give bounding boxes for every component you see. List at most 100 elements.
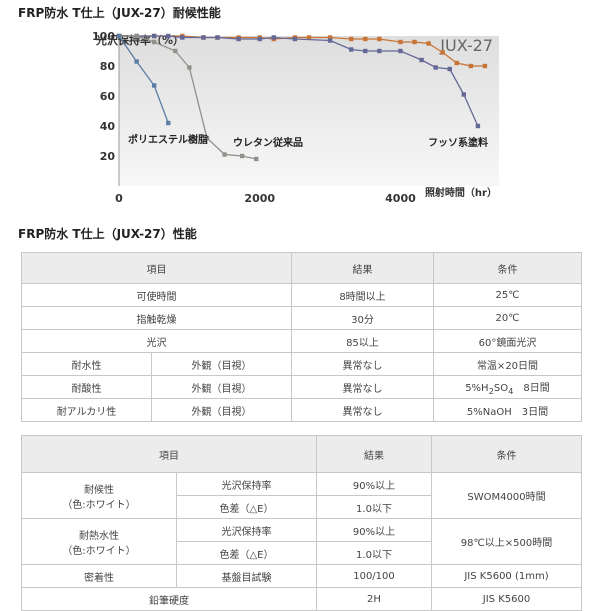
data-point bbox=[151, 83, 157, 88]
data-point bbox=[363, 48, 368, 54]
series-label-urethane: ウレタン従来品 bbox=[233, 136, 303, 149]
data-point bbox=[377, 36, 382, 42]
row-item: 鉛筆硬度 bbox=[21, 587, 317, 611]
weather-heading: FRP防水 T仕上（JUX-27）耐候性能 bbox=[18, 6, 221, 20]
data-point bbox=[222, 152, 227, 157]
header-item: 項目 bbox=[21, 435, 317, 473]
data-point bbox=[134, 33, 139, 39]
row-condition: 25℃ bbox=[433, 283, 582, 307]
data-point bbox=[166, 33, 171, 39]
row-subitem: 光沢保持率 bbox=[176, 518, 317, 542]
data-point bbox=[180, 35, 185, 40]
data-point bbox=[257, 36, 262, 42]
row-subitem: 外観（目視） bbox=[151, 352, 292, 376]
data-point bbox=[134, 59, 139, 64]
table-row: 密着性 基盤目試験 100/100 JIS K5600 (1mm) bbox=[21, 564, 582, 588]
table-row: 鉛筆硬度 2H JIS K5600 bbox=[21, 587, 582, 611]
series-label-fluoro: フッソ系塗料 bbox=[428, 136, 488, 149]
data-point bbox=[412, 39, 417, 45]
performance-heading: FRP防水 T仕上（JUX-27）性能 bbox=[18, 227, 197, 241]
data-point bbox=[215, 35, 220, 40]
data-point bbox=[327, 38, 333, 43]
row-item: 耐水性 bbox=[21, 352, 152, 376]
item-line: 耐熱水性 bbox=[79, 530, 119, 542]
data-point bbox=[440, 50, 445, 55]
row-condition: SWOM4000時間 bbox=[431, 472, 582, 519]
x-axis-label: 照射時間（hr） bbox=[425, 186, 497, 199]
x-tick-label: 4000 bbox=[385, 192, 416, 205]
row-item: 密着性 bbox=[21, 564, 177, 588]
item-line: （色:ホワイト） bbox=[62, 499, 136, 511]
cond-mid: SO bbox=[493, 382, 509, 394]
table-header-row: 項目 結果 条件 bbox=[21, 252, 582, 284]
data-point bbox=[349, 36, 354, 42]
row-subitem: 光沢保持率 bbox=[176, 472, 317, 496]
data-point bbox=[454, 60, 459, 66]
cond-sub1: 2 bbox=[488, 385, 494, 396]
row-item: 耐アルカリ性 bbox=[21, 398, 152, 422]
row-result: 異常なし bbox=[291, 352, 434, 376]
series-label-polyester: ポリエステル樹脂 bbox=[128, 133, 208, 146]
data-point bbox=[292, 36, 298, 42]
row-result: 異常なし bbox=[291, 375, 434, 399]
data-point bbox=[398, 48, 403, 54]
table-row: 耐アルカリ性 外観（目視） 異常なし 5%NaOH 3日間 bbox=[21, 398, 582, 422]
row-subitem: 色差（△E） bbox=[176, 541, 317, 565]
row-item: 指触乾燥 bbox=[21, 306, 292, 330]
header-result: 結果 bbox=[291, 252, 434, 284]
row-result: 90%以上 bbox=[316, 472, 432, 496]
row-result: 1.0以下 bbox=[316, 541, 432, 565]
row-subitem: 基盤目試験 bbox=[176, 564, 317, 588]
row-condition: JIS K5600 bbox=[431, 587, 582, 611]
header-result: 結果 bbox=[316, 435, 432, 473]
header-condition: 条件 bbox=[433, 252, 582, 284]
table-header-row: 項目 結果 条件 bbox=[21, 435, 582, 473]
cond-pre: 5%H bbox=[465, 382, 489, 394]
data-point bbox=[468, 63, 474, 69]
row-condition: 98℃以上×500時間 bbox=[431, 518, 582, 565]
row-result: 8時間以上 bbox=[291, 283, 434, 307]
y-tick-label: 60 bbox=[100, 90, 116, 103]
cond-post: 8日間 bbox=[513, 382, 550, 394]
data-point bbox=[363, 36, 368, 42]
performance-table-2: 項目 結果 条件 耐候性 （色:ホワイト） 光沢保持率 90%以上 SWOM400… bbox=[21, 435, 582, 611]
data-point bbox=[236, 36, 241, 42]
row-item: 可使時間 bbox=[21, 283, 292, 307]
data-point bbox=[166, 120, 171, 126]
y-tick-label: 20 bbox=[100, 150, 116, 163]
plot-background bbox=[119, 36, 499, 186]
data-point bbox=[433, 65, 438, 70]
row-condition: JIS K5600 (1mm) bbox=[431, 564, 582, 588]
row-result: 100/100 bbox=[316, 564, 432, 588]
item-line: （色:ホワイト） bbox=[62, 545, 136, 557]
table-row: 色差（△E） 1.0以下 bbox=[22, 541, 582, 565]
data-point bbox=[398, 39, 403, 45]
table-row: 耐水性 外観（目視） 異常なし 常温×20日間 bbox=[21, 352, 582, 376]
table-row: 指触乾燥 30分 20℃ bbox=[21, 306, 582, 330]
series-2 bbox=[116, 33, 481, 129]
cond-sub2: 4 bbox=[508, 385, 514, 396]
y-tick-label: 40 bbox=[100, 120, 116, 133]
item-line: 耐候性 bbox=[84, 484, 114, 496]
header-condition: 条件 bbox=[431, 435, 582, 473]
row-result: 85以上 bbox=[291, 329, 434, 353]
data-point bbox=[116, 33, 122, 39]
data-point bbox=[327, 35, 333, 40]
data-point bbox=[426, 41, 431, 46]
data-point bbox=[271, 35, 277, 40]
row-result: 2H bbox=[316, 587, 432, 611]
data-point bbox=[151, 39, 157, 45]
data-point bbox=[475, 123, 481, 129]
row-item: 光沢 bbox=[21, 329, 292, 353]
row-subitem: 外観（目視） bbox=[151, 375, 292, 399]
data-point bbox=[204, 135, 210, 141]
row-item: 耐候性 （色:ホワイト） bbox=[21, 472, 177, 519]
data-point bbox=[254, 156, 259, 162]
y-tick-label: 80 bbox=[100, 60, 116, 73]
row-condition: 20℃ bbox=[433, 306, 582, 330]
data-point bbox=[306, 35, 312, 40]
x-tick-label: 0 bbox=[115, 192, 123, 205]
data-point bbox=[201, 35, 206, 40]
row-subitem: 外観（目視） bbox=[151, 398, 292, 422]
